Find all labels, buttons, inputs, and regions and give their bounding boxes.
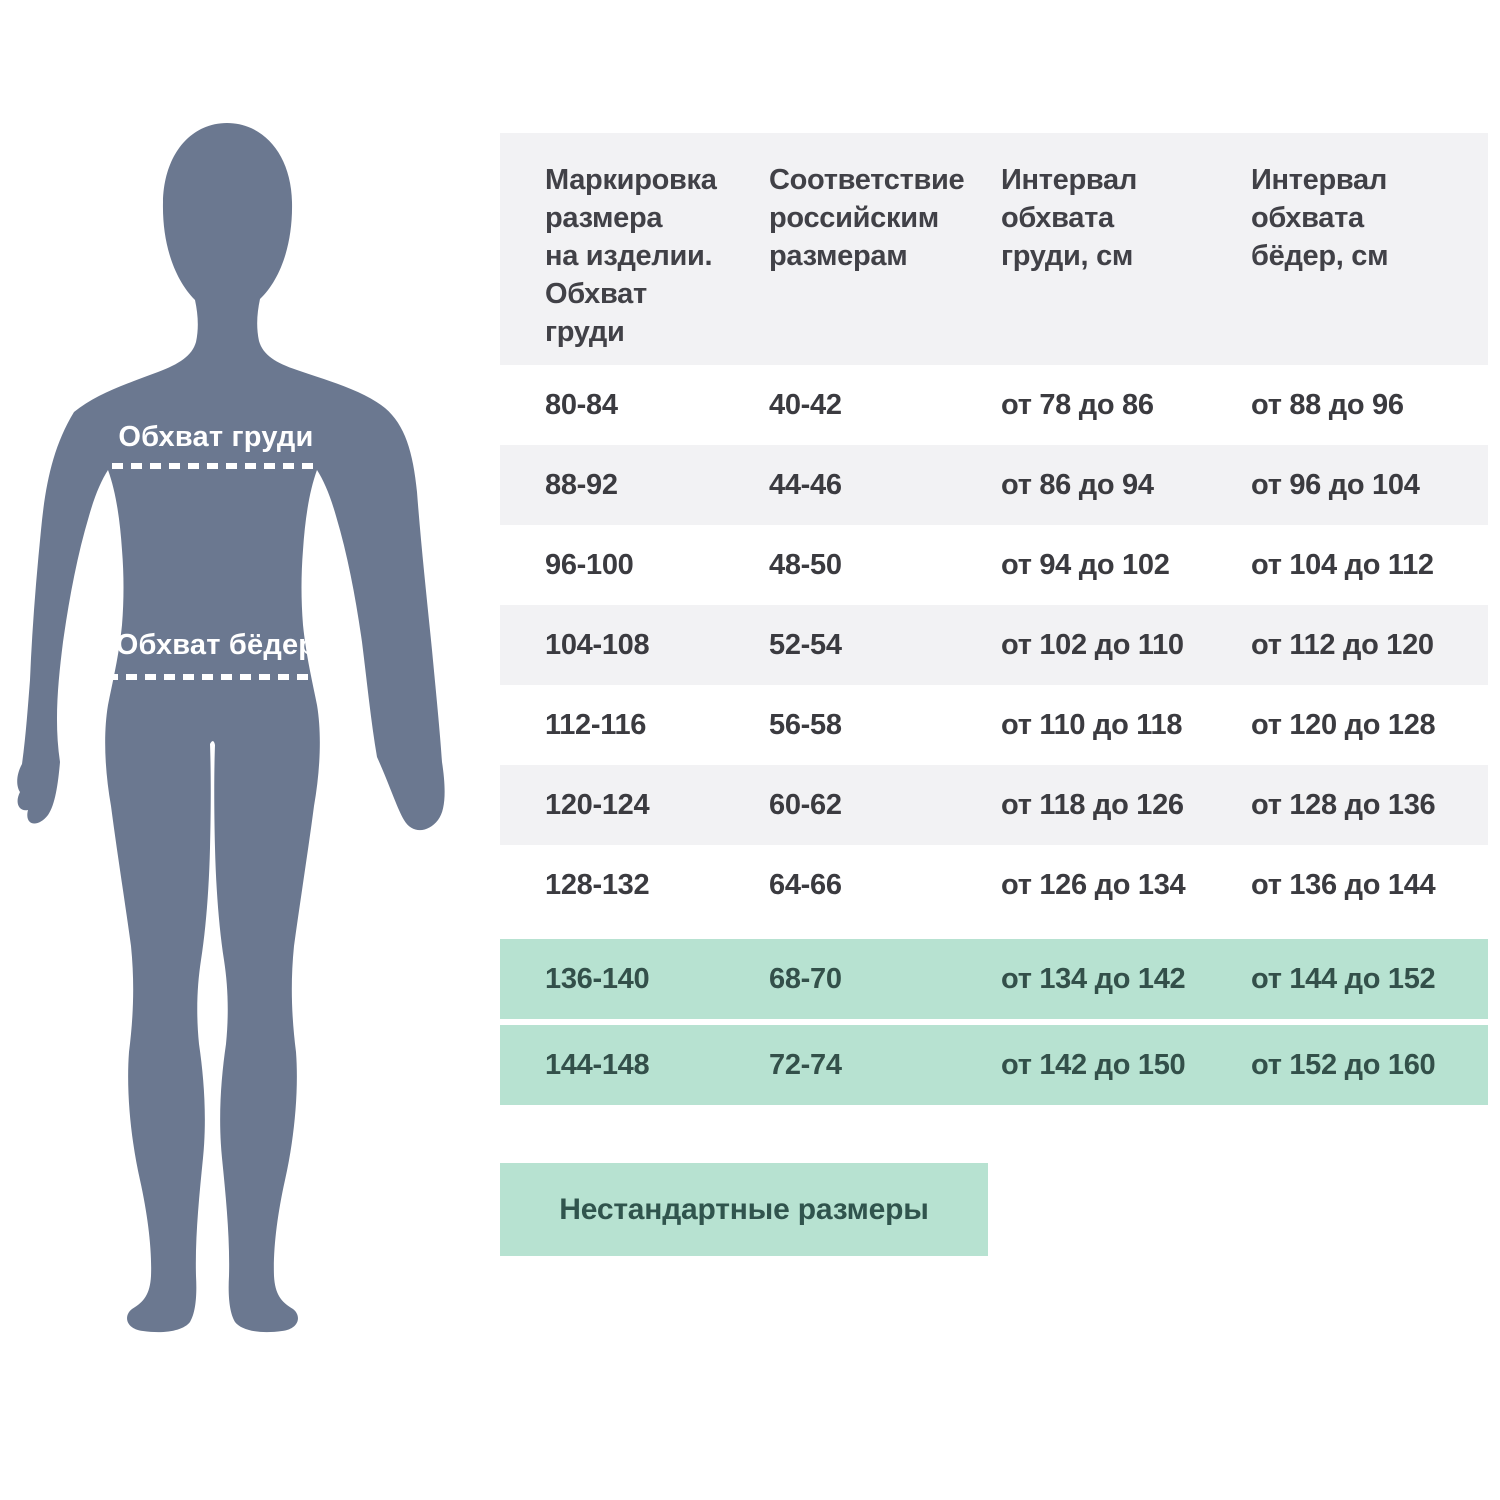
table-cell-size-marking: 96-100: [545, 548, 634, 581]
table-cell-hip-interval: от 152 до 160: [1251, 1048, 1436, 1081]
table-cell-russian-size: 48-50: [769, 548, 842, 581]
table-cell-chest-interval: от 78 до 86: [1001, 388, 1154, 421]
table-cell-hip-interval: от 104 до 112: [1251, 548, 1434, 581]
size-table: Маркировка размера на изделии. Обхват гр…: [500, 133, 1488, 1105]
table-row: 112-116 56-58 от 110 до 118 от 120 до 12…: [500, 685, 1488, 765]
table-row: 96-100 48-50 от 94 до 102 от 104 до 112: [500, 525, 1488, 605]
female-silhouette-shape: [17, 123, 445, 1333]
table-cell-hip-interval: от 120 до 128: [1251, 708, 1436, 741]
table-cell-hip-interval: от 136 до 144: [1251, 868, 1436, 901]
table-row-gap: [500, 1019, 1488, 1025]
table-cell-chest-interval: от 86 до 94: [1001, 468, 1154, 501]
table-cell-size-marking: 112-116: [545, 708, 647, 741]
table-spacer: [500, 925, 1488, 939]
table-row: 128-132 64-66 от 126 до 134 от 136 до 14…: [500, 845, 1488, 925]
table-cell-hip-interval: от 128 до 136: [1251, 788, 1436, 821]
table-row: 120-124 60-62 от 118 до 126 от 128 до 13…: [500, 765, 1488, 845]
hip-line-label: Обхват бёдер: [115, 629, 317, 661]
header-cell-hip-interval: Интервал обхвата бёдер, см: [1251, 164, 1389, 272]
table-cell-chest-interval: от 102 до 110: [1001, 628, 1184, 661]
table-cell-size-marking: 120-124: [545, 788, 650, 821]
table-cell-russian-size: 44-46: [769, 468, 842, 501]
table-cell-size-marking: 136-140: [545, 962, 650, 995]
nonstandard-sizes-legend: Нестандартные размеры: [500, 1163, 988, 1256]
table-row: 88-92 44-46 от 86 до 94 от 96 до 104: [500, 445, 1488, 525]
table-cell-size-marking: 104-108: [545, 628, 650, 661]
table-cell-hip-interval: от 88 до 96: [1251, 388, 1404, 421]
header-cell-russian-size: Соответствие российским размерам: [769, 164, 965, 272]
table-cell-chest-interval: от 134 до 142: [1001, 962, 1186, 995]
female-silhouette: [17, 123, 445, 1333]
table-cell-russian-size: 72-74: [769, 1048, 842, 1081]
table-cell-chest-interval: от 126 до 134: [1001, 868, 1186, 901]
table-row-nonstandard: 144-148 72-74 от 142 до 150 от 152 до 16…: [500, 1025, 1488, 1105]
table-header-row: Маркировка размера на изделии. Обхват гр…: [500, 133, 1488, 365]
table-cell-size-marking: 128-132: [545, 868, 650, 901]
table-cell-russian-size: 68-70: [769, 962, 842, 995]
table-cell-russian-size: 64-66: [769, 868, 842, 901]
table-cell-russian-size: 56-58: [769, 708, 842, 741]
body-figure: Обхват груди Обхват бёдер: [0, 0, 500, 1400]
legend-label: Нестандартные размеры: [559, 1192, 929, 1226]
table-cell-russian-size: 52-54: [769, 628, 842, 661]
table-cell-chest-interval: от 118 до 126: [1001, 788, 1184, 821]
header-cell-size-marking: Маркировка размера на изделии. Обхват гр…: [545, 164, 717, 348]
table-cell-chest-interval: от 94 до 102: [1001, 548, 1170, 581]
table-cell-hip-interval: от 112 до 120: [1251, 628, 1434, 661]
table-row-nonstandard: 136-140 68-70 от 134 до 142 от 144 до 15…: [500, 939, 1488, 1019]
table-row: 80-84 40-42 от 78 до 86 от 88 до 96: [500, 365, 1488, 445]
table-cell-chest-interval: от 142 до 150: [1001, 1048, 1186, 1081]
table-cell-size-marking: 80-84: [545, 388, 618, 421]
table-row: 104-108 52-54 от 102 до 110 от 112 до 12…: [500, 605, 1488, 685]
header-cell-chest-interval: Интервал обхвата груди, см: [1001, 164, 1138, 272]
chest-line-label: Обхват груди: [118, 421, 314, 453]
table-cell-size-marking: 144-148: [545, 1048, 650, 1081]
table-cell-hip-interval: от 96 до 104: [1251, 468, 1420, 501]
table-cell-russian-size: 60-62: [769, 788, 842, 821]
table-cell-russian-size: 40-42: [769, 388, 842, 421]
table-cell-size-marking: 88-92: [545, 468, 618, 501]
table-cell-hip-interval: от 144 до 152: [1251, 962, 1436, 995]
table-cell-chest-interval: от 110 до 118: [1001, 708, 1183, 741]
